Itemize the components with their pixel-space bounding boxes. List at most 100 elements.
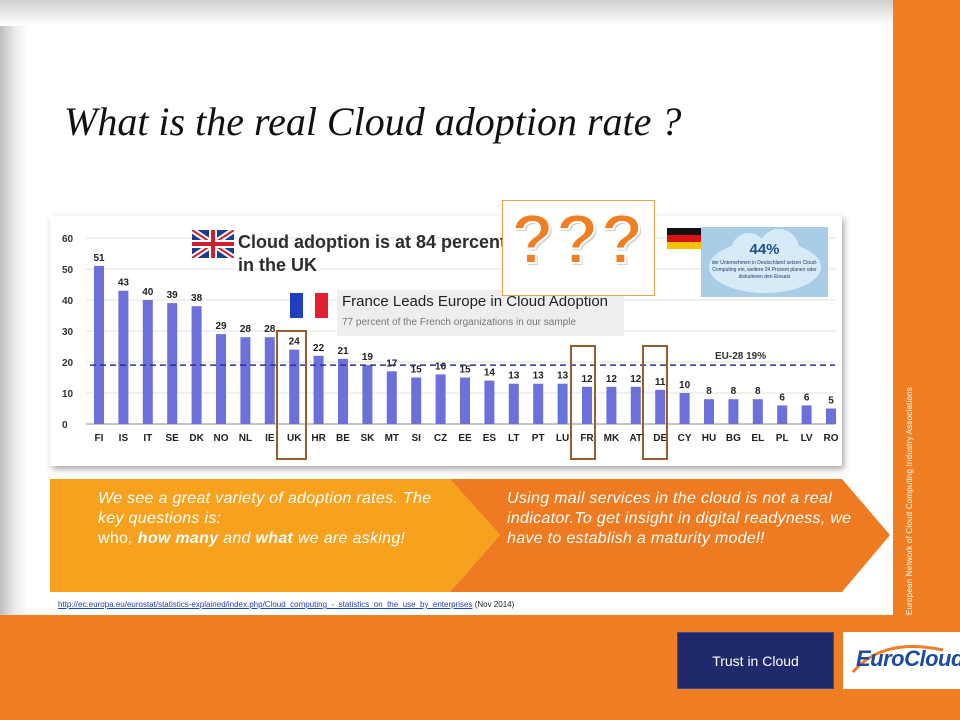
vertical-caption: European Network of Cloud Computing Indu… xyxy=(905,387,914,615)
category-label: IT xyxy=(143,433,152,444)
data-label: 40 xyxy=(142,287,154,298)
data-label: 11 xyxy=(655,377,666,388)
source-note: (Nov 2014) xyxy=(472,600,515,609)
data-label: 5 xyxy=(828,396,834,407)
bar xyxy=(460,377,470,424)
cloud-icon xyxy=(709,229,821,293)
data-label: 38 xyxy=(191,293,203,304)
uk-flag-icon xyxy=(190,227,236,261)
data-label: 13 xyxy=(533,371,545,382)
data-label: 28 xyxy=(240,324,252,335)
data-label: 12 xyxy=(581,374,593,385)
data-label: 13 xyxy=(508,371,520,382)
message-left-how-many: how many xyxy=(137,530,219,547)
bar xyxy=(362,365,373,424)
data-label: 8 xyxy=(731,386,737,397)
data-label: 8 xyxy=(706,386,712,397)
category-label: SI xyxy=(411,433,421,444)
bar xyxy=(728,399,739,424)
data-label: 21 xyxy=(337,346,349,357)
message-left-what: what xyxy=(255,530,294,547)
category-label: BG xyxy=(726,433,741,444)
message-right: Using mail services in the cloud is not … xyxy=(507,490,852,547)
category-label: FI xyxy=(95,433,104,444)
bar xyxy=(240,337,251,424)
data-label: 6 xyxy=(779,392,785,403)
bar xyxy=(508,383,519,424)
category-label: ES xyxy=(483,433,497,444)
bar xyxy=(94,265,104,424)
source-link[interactable]: http://ec.europa.eu/eurostat/statistics-… xyxy=(58,600,473,609)
data-label: 13 xyxy=(557,371,569,382)
data-label: 19 xyxy=(362,352,374,363)
uk-callout xyxy=(190,227,236,263)
bar xyxy=(630,386,641,424)
message-left-sep1: , xyxy=(128,530,138,547)
germany-percent: 44% xyxy=(749,241,780,258)
y-tick-label: 10 xyxy=(62,389,74,400)
data-label: 8 xyxy=(755,386,761,397)
uk-callout-text: Cloud adoption is at 84 percent in the U… xyxy=(238,232,507,275)
data-label: 12 xyxy=(630,374,642,385)
category-label: MT xyxy=(385,433,399,444)
germany-flag-icon xyxy=(667,228,703,249)
category-label: UK xyxy=(287,433,302,444)
category-label: EE xyxy=(458,433,472,444)
category-label: NO xyxy=(214,433,229,444)
bar xyxy=(386,371,397,424)
bar xyxy=(826,408,836,424)
france-callout-subtitle: 77 percent of the French organizations i… xyxy=(342,317,577,328)
germany-highlight xyxy=(642,345,668,460)
category-label: FR xyxy=(580,433,594,444)
top-shade xyxy=(0,0,893,26)
category-label: RO xyxy=(824,433,839,444)
bar xyxy=(289,349,300,424)
france-callout-title: France Leads Europe in Cloud Adoption xyxy=(342,293,609,310)
category-label: LT xyxy=(508,433,519,444)
source-citation: http://ec.europa.eu/eurostat/statistics-… xyxy=(58,600,514,609)
france-callout: France Leads Europe in Cloud Adoption 77… xyxy=(337,290,624,336)
category-label: LU xyxy=(556,433,569,444)
bar xyxy=(167,303,178,424)
data-label: 29 xyxy=(215,321,227,332)
bar xyxy=(777,405,788,424)
germany-callout: 44% der Unternehmen in Deutschland setze… xyxy=(701,227,828,297)
bar xyxy=(557,383,568,424)
eurocloud-logo: EuroCloud xyxy=(843,632,960,689)
data-label: 51 xyxy=(93,253,105,264)
category-label: HU xyxy=(702,433,716,444)
category-label: HR xyxy=(311,433,326,444)
france-flag-icon xyxy=(290,293,328,318)
germany-text: der Unternehmen in Deutschland setzen Cl… xyxy=(711,260,818,280)
data-label: 39 xyxy=(167,290,179,301)
category-label: BE xyxy=(336,433,350,444)
category-label: PL xyxy=(776,433,789,444)
bar xyxy=(533,383,544,424)
data-label: 24 xyxy=(289,337,301,348)
y-tick-label: 0 xyxy=(62,420,68,431)
bar xyxy=(216,334,226,424)
category-label: CZ xyxy=(434,433,447,444)
category-label: EL xyxy=(751,433,764,444)
message-left-line1: We see a great variety of adoption rates… xyxy=(98,490,432,527)
category-label: AT xyxy=(630,433,643,444)
bar xyxy=(313,355,324,424)
uk-highlight xyxy=(276,330,307,460)
bar xyxy=(655,389,666,424)
category-label: LV xyxy=(801,433,813,444)
bar xyxy=(191,306,202,424)
y-tick-label: 60 xyxy=(62,234,74,245)
trust-in-cloud-button[interactable]: Trust in Cloud xyxy=(677,632,834,689)
message-left-end: we are asking! xyxy=(293,530,406,547)
category-label: IE xyxy=(265,433,275,444)
page-title: What is the real Cloud adoption rate ? xyxy=(64,99,682,144)
data-label: 14 xyxy=(484,368,496,379)
question-marks: ??? xyxy=(510,199,646,279)
bar xyxy=(606,386,617,424)
category-label: PT xyxy=(532,433,545,444)
data-label: 15 xyxy=(459,365,471,376)
logo-text: EuroCloud xyxy=(856,646,960,671)
category-label: MK xyxy=(604,433,620,444)
data-label: 43 xyxy=(118,278,130,289)
cloud-swoosh-icon xyxy=(851,644,944,673)
